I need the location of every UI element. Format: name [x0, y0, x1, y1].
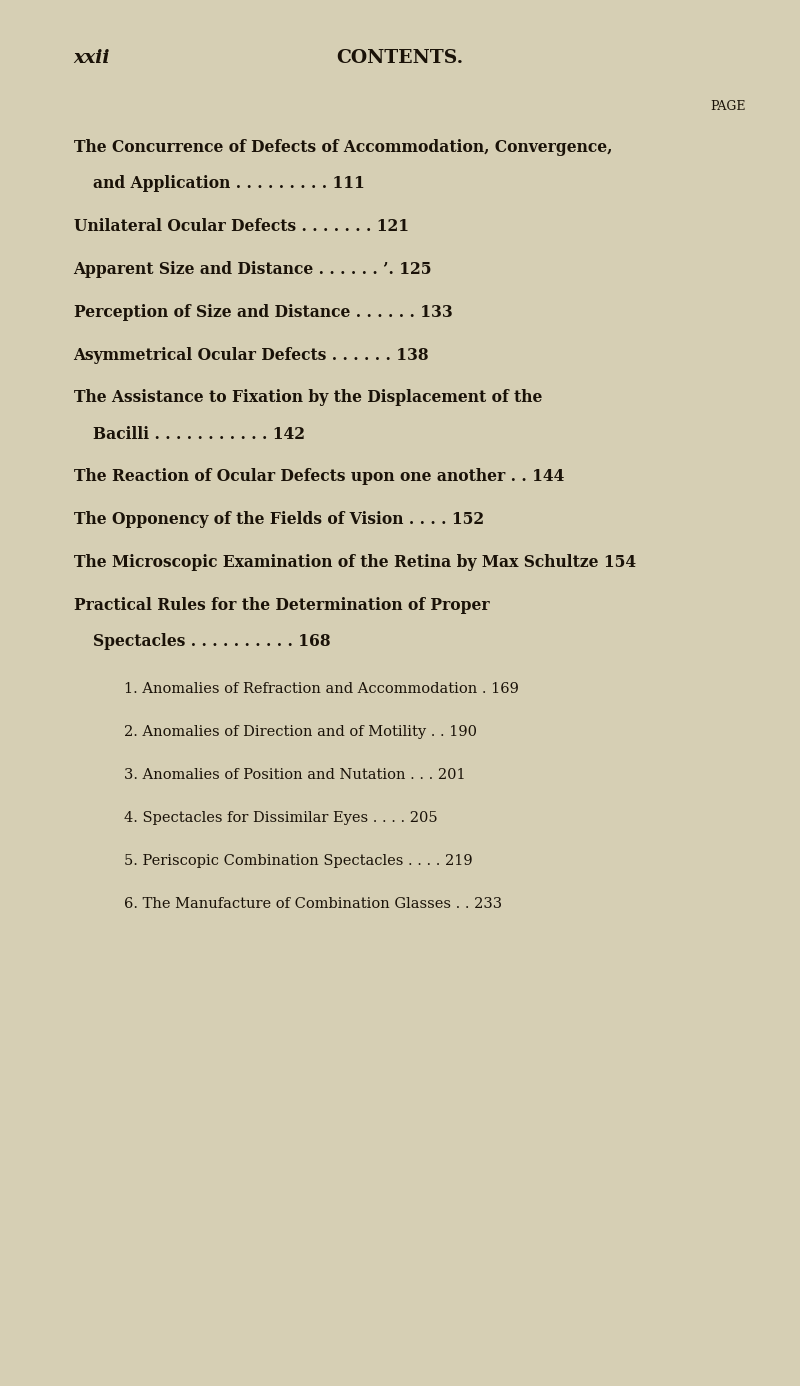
Text: Practical Rules for the Determination of Proper: Practical Rules for the Determination of… — [74, 597, 490, 614]
Text: The Microscopic Examination of the Retina by Max Schultze 154: The Microscopic Examination of the Retin… — [74, 554, 636, 571]
Text: Apparent Size and Distance . . . . . . ’. 125: Apparent Size and Distance . . . . . . ’… — [74, 261, 432, 277]
Text: The Reaction of Ocular Defects upon one another . . 144: The Reaction of Ocular Defects upon one … — [74, 468, 564, 485]
Text: Unilateral Ocular Defects . . . . . . . 121: Unilateral Ocular Defects . . . . . . . … — [74, 218, 409, 234]
Text: PAGE: PAGE — [710, 100, 746, 114]
Text: 4. Spectacles for Dissimilar Eyes . . . . 205: 4. Spectacles for Dissimilar Eyes . . . … — [124, 811, 438, 825]
Text: and Application . . . . . . . . . 111: and Application . . . . . . . . . 111 — [93, 175, 365, 191]
Text: The Opponency of the Fields of Vision . . . . 152: The Opponency of the Fields of Vision . … — [74, 511, 484, 528]
Text: 6. The Manufacture of Combination Glasses . . 233: 6. The Manufacture of Combination Glasse… — [124, 897, 502, 911]
Text: 2. Anomalies of Direction and of Motility . . 190: 2. Anomalies of Direction and of Motilit… — [124, 725, 477, 739]
Text: Asymmetrical Ocular Defects . . . . . . 138: Asymmetrical Ocular Defects . . . . . . … — [74, 346, 430, 363]
Text: xxii: xxii — [74, 49, 110, 67]
Text: 1. Anomalies of Refraction and Accommodation . 169: 1. Anomalies of Refraction and Accommoda… — [124, 682, 519, 696]
Text: The Concurrence of Defects of Accommodation, Convergence,: The Concurrence of Defects of Accommodat… — [74, 139, 612, 155]
Text: 5. Periscopic Combination Spectacles . . . . 219: 5. Periscopic Combination Spectacles . .… — [124, 854, 473, 868]
Text: CONTENTS.: CONTENTS. — [337, 49, 463, 67]
Text: Bacilli . . . . . . . . . . . 142: Bacilli . . . . . . . . . . . 142 — [93, 426, 305, 442]
Text: 3. Anomalies of Position and Nutation . . . 201: 3. Anomalies of Position and Nutation . … — [124, 768, 466, 782]
Text: Spectacles . . . . . . . . . . 168: Spectacles . . . . . . . . . . 168 — [93, 633, 330, 650]
Text: Perception of Size and Distance . . . . . . 133: Perception of Size and Distance . . . . … — [74, 304, 452, 320]
Text: The Assistance to Fixation by the Displacement of the: The Assistance to Fixation by the Displa… — [74, 389, 542, 406]
